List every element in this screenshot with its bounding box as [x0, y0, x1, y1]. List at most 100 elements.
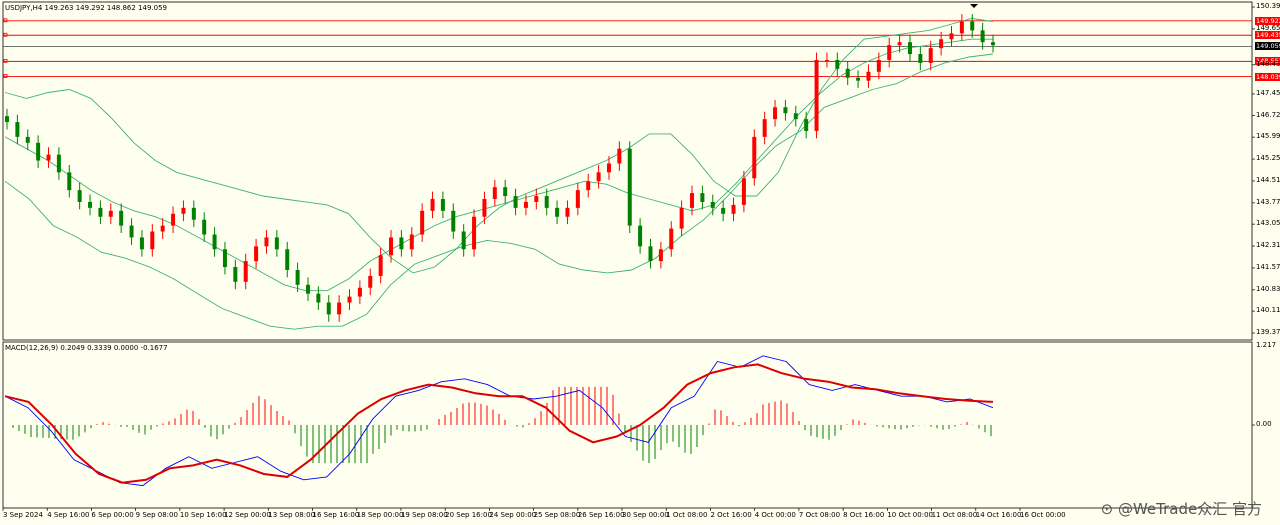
- candle-body: [25, 136, 30, 143]
- candle-body: [939, 39, 944, 49]
- candle-body: [793, 113, 798, 120]
- price-label: 148.039: [1255, 72, 1280, 81]
- candle-body: [378, 255, 383, 276]
- candle-body: [212, 234, 217, 250]
- candle-body: [139, 237, 144, 250]
- candle-body: [492, 187, 497, 199]
- y-tick-label: 145.250: [1256, 154, 1280, 163]
- candle-body: [814, 59, 819, 131]
- candle-body: [824, 59, 829, 61]
- bollinger-middle: [4, 38, 993, 292]
- candle-body: [274, 237, 279, 250]
- candle-body: [866, 71, 871, 81]
- candle-body: [36, 142, 41, 161]
- y-tick-label: 143.770: [1256, 197, 1280, 206]
- signal-line: [4, 363, 994, 484]
- candle-body: [56, 154, 61, 173]
- hline-anchor: [3, 32, 8, 37]
- x-tick-label: 13 Sep 08:00: [268, 511, 316, 519]
- candle-body: [845, 68, 850, 78]
- candle-body: [586, 181, 591, 191]
- x-tick-label: 20 Sep 16:00: [445, 511, 492, 519]
- x-tick-label: 30 Sep 00:00: [622, 511, 669, 519]
- x-tick-label: 14 Oct 16:00: [975, 511, 1022, 519]
- candle-body: [959, 21, 964, 34]
- candle-body: [804, 119, 809, 131]
- y-tick-label: 143.050: [1256, 219, 1280, 228]
- candle-body: [305, 284, 310, 294]
- x-tick-label: 2 Oct 16:00: [710, 511, 752, 519]
- macd-zero-label: 0.00: [1256, 420, 1272, 428]
- candle-body: [741, 178, 746, 205]
- candle-body: [617, 148, 622, 164]
- candle-body: [658, 249, 663, 262]
- candle-body: [108, 210, 113, 217]
- candle-body: [710, 201, 715, 208]
- candle-body: [15, 122, 20, 137]
- candle-body: [721, 207, 726, 214]
- candle-body: [606, 163, 611, 173]
- candle-body: [337, 302, 342, 315]
- candle-body: [347, 296, 352, 303]
- candle-body: [482, 198, 487, 217]
- y-tick-label: 146.720: [1256, 110, 1280, 119]
- candle-body: [752, 136, 757, 179]
- watermark: ⊙ @WeTrade众汇 官方: [1100, 500, 1262, 518]
- x-tick-label: 4 Sep 16:00: [47, 511, 90, 519]
- candle-body: [202, 219, 207, 235]
- price-label: 149.435: [1255, 31, 1280, 40]
- candle-body: [700, 193, 705, 202]
- x-tick-label: 18 Sep 00:00: [356, 511, 404, 519]
- candle-body: [731, 204, 736, 214]
- chart-title: USDJPY,H4 149.263 149.292 148.862 149.05…: [5, 4, 167, 12]
- candle-body: [523, 201, 528, 208]
- x-tick-label: 24 Sep 00:00: [489, 511, 537, 519]
- x-tick-label: 6 Sep 00:00: [91, 511, 134, 519]
- candle-body: [399, 237, 404, 250]
- candle-body: [907, 42, 912, 55]
- x-tick-label: 16 Oct 00:00: [1020, 511, 1066, 519]
- main-pane-frame: [2, 1, 1253, 341]
- x-tick-label: 4 Oct 00:00: [754, 511, 796, 519]
- candle-body: [876, 59, 881, 72]
- candle-body: [575, 190, 580, 208]
- candle-body: [316, 293, 321, 303]
- candle-body: [534, 196, 539, 202]
- candle-body: [285, 249, 290, 270]
- candle-body: [503, 187, 508, 197]
- x-tick-label: 9 Sep 08:00: [135, 511, 178, 519]
- y-tick-label: 140.110: [1256, 306, 1280, 315]
- candle-body: [357, 287, 362, 297]
- candle-body: [409, 234, 414, 250]
- candle-body: [98, 207, 103, 217]
- y-tick-label: 144.510: [1256, 175, 1280, 184]
- y-tick-label: 149.650: [1256, 23, 1280, 32]
- candle-body: [897, 42, 902, 46]
- candle-body: [254, 246, 259, 262]
- candle-body: [887, 45, 892, 60]
- y-tick-label: 147.450: [1256, 88, 1280, 97]
- bollinger-upper: [4, 18, 994, 274]
- candle-body: [991, 42, 995, 46]
- candle-body: [762, 119, 767, 137]
- candle-body: [773, 107, 778, 120]
- hline-anchor: [3, 74, 8, 78]
- candle-body: [835, 59, 840, 69]
- candle-body: [669, 228, 674, 250]
- candle-body: [555, 207, 560, 217]
- x-tick-label: 8 Oct 16:00: [843, 511, 885, 519]
- candle-body: [928, 48, 933, 63]
- candle-body: [679, 207, 684, 229]
- candle-body: [430, 198, 435, 211]
- x-tick-label: 25 Sep 08:00: [533, 511, 581, 519]
- candle-body: [326, 302, 331, 315]
- candle-body: [461, 231, 466, 250]
- candle-body: [420, 210, 425, 235]
- candle-body: [389, 237, 394, 256]
- candle-body: [783, 107, 788, 114]
- candle-body: [129, 225, 134, 238]
- candle-body: [513, 196, 518, 208]
- candle-body: [949, 33, 954, 40]
- candle-body: [980, 30, 985, 43]
